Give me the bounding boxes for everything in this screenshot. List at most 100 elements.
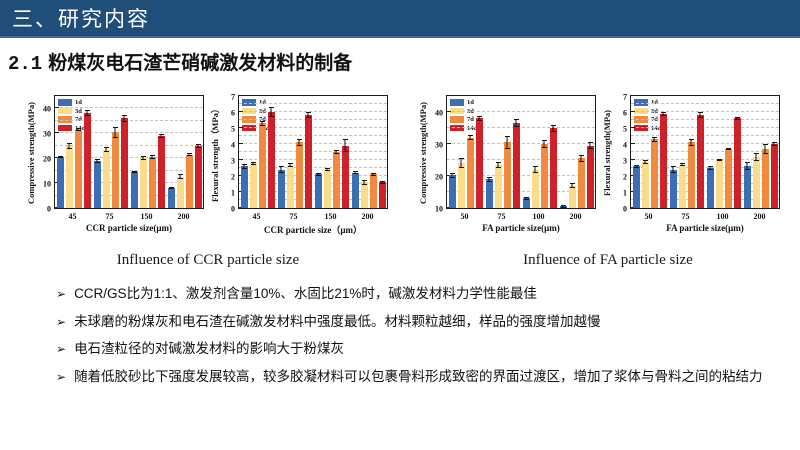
error-bar: [560, 205, 566, 208]
error-bar: [532, 166, 538, 173]
legend-swatch: [58, 116, 72, 123]
gridline: [239, 135, 387, 136]
gridline: [55, 157, 203, 159]
gridline: [55, 194, 203, 196]
bar-1d-200: [167, 188, 175, 208]
error-bar: [195, 143, 201, 148]
error-bar: [333, 150, 339, 154]
y-axis-ticks: 0 1 2 3 4 5 6 7: [221, 93, 238, 214]
chart-flexural-fa: Flexural strength(MPa) 0 1 2 3 4 5 6 7 1d 3d 7d 14…: [602, 92, 786, 248]
y-tick-mark: [239, 159, 243, 160]
bar-1d-200: [743, 166, 751, 208]
bar-14d-75: [304, 115, 312, 208]
bullet-marker: ➢: [56, 314, 67, 329]
y-tick-label: 0: [231, 204, 235, 214]
x-tick-label: 75: [289, 212, 298, 221]
bar-7d-150: [148, 156, 156, 208]
gridline: [55, 132, 203, 134]
gridline: [631, 167, 779, 168]
gridline: [239, 127, 387, 128]
x-tick-label: 150: [140, 212, 153, 221]
bar-3d-200: [360, 182, 368, 208]
legend-swatch: [450, 99, 464, 106]
error-bar: [550, 124, 556, 132]
error-bar: [578, 155, 584, 162]
bar-3d-75: [678, 164, 686, 208]
x-tick-label: 75: [681, 212, 690, 221]
gridline: [631, 127, 779, 128]
bar-14d-75: [120, 118, 128, 208]
error-bar: [771, 141, 777, 147]
bar-1d-75: [669, 169, 677, 208]
gridline: [631, 199, 779, 200]
bar-14d-200: [586, 145, 594, 208]
error-bar: [168, 187, 174, 190]
y-tick-label: 3: [231, 156, 235, 166]
error-bar: [379, 181, 385, 184]
legend-swatch: [450, 116, 464, 123]
bar-3d-75: [286, 164, 294, 208]
error-bar: [725, 147, 731, 150]
y-tick-mark: [239, 127, 243, 128]
y-axis-label: Compressive strength(MPa): [26, 102, 36, 204]
bar-7d-45: [74, 129, 82, 208]
gridline: [447, 175, 595, 176]
bar-7d-45: [258, 123, 266, 208]
legend-item-14d: 14d: [634, 125, 661, 132]
y-tick-mark: [447, 143, 451, 144]
bar-14d-100: [549, 128, 557, 208]
y-tick-label: 20: [435, 172, 443, 182]
legend-swatch: [242, 124, 256, 132]
error-bar: [268, 107, 274, 117]
gridline: [239, 143, 387, 144]
error-bar: [660, 111, 666, 116]
legend-item-7d: 7d: [450, 116, 477, 123]
legend-item-1d: 1d: [634, 99, 661, 106]
bullet-text: 未球磨的粉煤灰和电石渣在碱激发材料中强度最低。材料颗粒越细，样品的强度增加越慢: [74, 313, 601, 329]
bar-7d-100: [540, 144, 548, 208]
y-tick-label: 30: [43, 129, 51, 139]
y-tick-mark: [239, 143, 243, 144]
bar-7d-50: [466, 137, 474, 208]
error-bar: [744, 162, 750, 171]
bar-3d-50: [641, 161, 649, 208]
y-tick-mark: [239, 111, 243, 112]
x-tick-label: 100: [532, 212, 545, 221]
error-bar: [504, 136, 510, 149]
error-bar: [541, 140, 547, 148]
gridline: [447, 159, 595, 160]
legend-swatch: [58, 124, 72, 132]
subtitle-number: 2.1: [8, 53, 43, 75]
x-axis-ticks: 45 75 150 200: [238, 212, 388, 222]
bar-14d-45: [267, 112, 275, 208]
bar-1d-150: [130, 171, 138, 208]
gridline: [631, 183, 779, 184]
bar-3d-75: [494, 164, 502, 208]
error-bar: [149, 154, 155, 160]
caption-fa: Influence of FA particle size: [523, 252, 693, 268]
legend-label: 1d: [75, 99, 82, 106]
subtitle-text: 粉煤灰电石渣芒硝碱激发材料的制备: [48, 53, 353, 74]
y-tick-label: 40: [435, 108, 443, 118]
gridline: [239, 191, 387, 192]
error-bar: [523, 196, 529, 200]
legend-label: 3d: [75, 107, 82, 115]
y-axis-ticks: 0 1 2 3 4 5 6 7: [613, 93, 630, 214]
y-axis-label: Compressive strength(MPa): [418, 102, 428, 204]
error-bar: [177, 174, 183, 180]
y-tick-label: 40: [43, 104, 51, 114]
gridline: [631, 111, 779, 112]
bar-3d-100: [531, 169, 539, 208]
x-axis-label: FA particle size(μm): [482, 223, 560, 233]
legend-item-1d: 1d: [58, 99, 85, 106]
gridline: [239, 183, 387, 184]
y-axis-label: Flexural strength（MPa）: [210, 104, 220, 202]
bar-7d-75: [111, 132, 119, 208]
error-bar: [140, 156, 146, 161]
bullet-text: 电石渣粒径的对碱激发材料的影响大于粉煤灰: [74, 341, 345, 356]
y-tick-mark: [631, 143, 635, 144]
error-bar: [486, 176, 492, 182]
bar-7d-75: [503, 142, 511, 208]
